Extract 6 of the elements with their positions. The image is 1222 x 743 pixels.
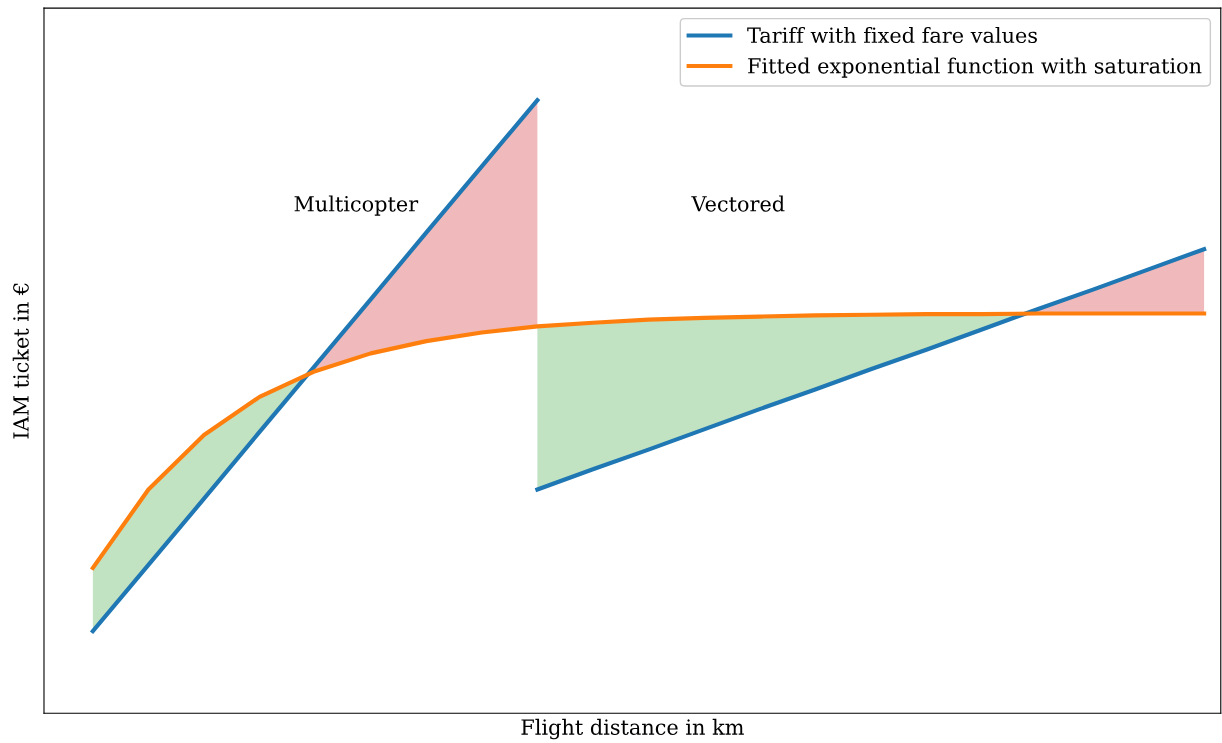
legend-label: Tariff with fixed fare values — [747, 26, 1037, 44]
legend-label: Fitted exponential function with saturation — [748, 57, 1202, 78]
annotation: Multicopter — [294, 195, 419, 216]
annotation: Vectored — [691, 195, 785, 212]
y-axis-title: IAM ticket in € — [12, 283, 29, 439]
x-axis-title: Flight distance in km — [521, 718, 744, 740]
